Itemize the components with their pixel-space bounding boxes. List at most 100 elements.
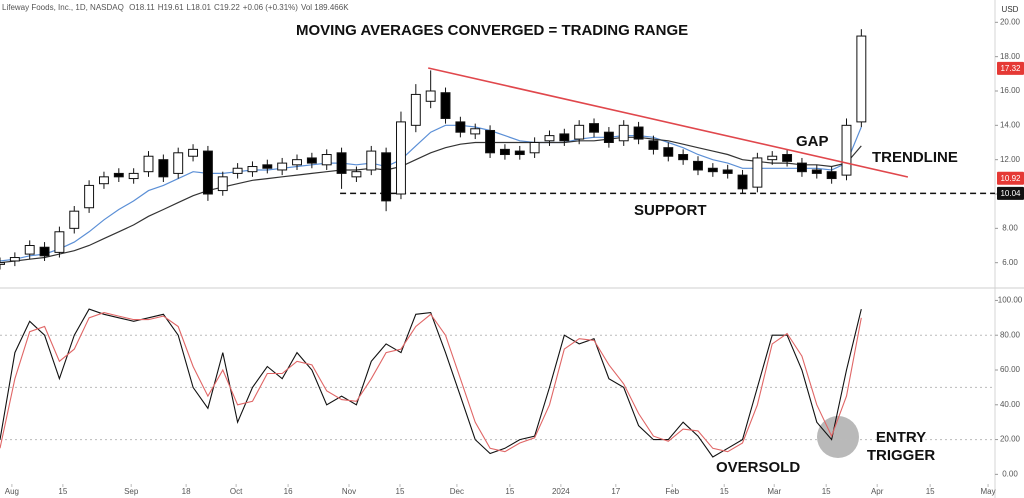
y-tick-label: 14.00 bbox=[1000, 120, 1021, 129]
candle-body bbox=[529, 142, 540, 154]
price-badge-label: 10.92 bbox=[1000, 174, 1021, 183]
x-tick-label: Nov bbox=[342, 487, 356, 496]
candle-body bbox=[752, 157, 763, 188]
candle-body bbox=[618, 124, 629, 142]
x-tick-label: Oct bbox=[230, 487, 243, 496]
trendline bbox=[428, 67, 909, 178]
candle-body bbox=[796, 162, 807, 173]
candle-body bbox=[841, 124, 852, 176]
y-tick-label: 12.00 bbox=[1000, 155, 1021, 164]
quote-item: Vol 189.466K bbox=[300, 3, 349, 12]
candle-body bbox=[9, 257, 20, 262]
candle-body bbox=[470, 128, 481, 135]
price-badge bbox=[997, 171, 1024, 185]
y-tick-label: 16.00 bbox=[1000, 86, 1021, 95]
candle-body bbox=[396, 121, 406, 195]
y-tick-label: 20.00 bbox=[1000, 435, 1021, 444]
x-tick-label: 17 bbox=[611, 487, 620, 496]
x-tick-label: Mar bbox=[767, 487, 781, 496]
candle-body bbox=[69, 210, 80, 229]
candle-body bbox=[247, 166, 258, 173]
candle-body bbox=[277, 162, 288, 171]
candle-body bbox=[782, 154, 793, 162]
annotation: MOVING AVERAGES CONVERGED = TRADING RANG… bbox=[296, 22, 689, 39]
candle-body bbox=[663, 147, 674, 157]
candle-body bbox=[425, 90, 436, 102]
x-tick-label: 15 bbox=[505, 487, 514, 496]
candle-body bbox=[321, 154, 332, 166]
candle-body bbox=[113, 172, 124, 178]
candle-body bbox=[648, 140, 659, 150]
currency: USD bbox=[1002, 5, 1019, 14]
y-tick-label: 18.00 bbox=[1000, 52, 1021, 61]
x-tick-label: 15 bbox=[822, 487, 831, 496]
entry-highlight bbox=[817, 416, 859, 458]
candle-body bbox=[158, 159, 169, 178]
y-tick-label: 8.00 bbox=[1002, 223, 1018, 232]
quote-item: L18.01 bbox=[186, 3, 211, 12]
x-tick-label: Feb bbox=[665, 487, 679, 496]
candle-body bbox=[485, 129, 496, 154]
x-tick-label: May bbox=[981, 487, 996, 496]
candle-body bbox=[499, 148, 510, 156]
y-tick-label: 6.00 bbox=[1002, 258, 1018, 267]
y-tick-label: 20.00 bbox=[1000, 17, 1021, 26]
quote-item: H19.61 bbox=[157, 3, 184, 12]
x-tick-label: 16 bbox=[284, 487, 293, 496]
candle-body bbox=[381, 152, 392, 202]
candle-body bbox=[633, 126, 644, 140]
y-tick-label: 40.00 bbox=[1000, 400, 1021, 409]
candle-body bbox=[603, 131, 614, 143]
candle-body bbox=[54, 231, 65, 253]
annotation: SUPPORT bbox=[634, 202, 707, 219]
candle-body bbox=[262, 164, 273, 169]
candle-body bbox=[99, 176, 109, 185]
quote-item: +0.06 (+0.31%) bbox=[242, 3, 298, 12]
candle-body bbox=[767, 155, 778, 161]
x-tick-label: Apr bbox=[871, 487, 884, 496]
x-tick-label: 15 bbox=[396, 487, 405, 496]
candle-body bbox=[143, 155, 154, 173]
candle-body bbox=[336, 152, 347, 174]
candle-body bbox=[39, 246, 50, 257]
candle-body bbox=[351, 171, 362, 178]
price-badge bbox=[997, 186, 1024, 200]
symbol: Lifeway Foods, Inc., 1D, NASDAQ bbox=[2, 3, 124, 12]
candle-body bbox=[410, 93, 421, 126]
quote-item: C19.22 bbox=[213, 3, 240, 12]
y-tick-label: 80.00 bbox=[1000, 330, 1021, 339]
candle-body bbox=[173, 152, 184, 174]
candle-body bbox=[514, 150, 525, 156]
candle-body bbox=[217, 176, 228, 192]
candle-body bbox=[292, 159, 302, 166]
candle-body bbox=[811, 169, 822, 174]
annotation: GAP bbox=[796, 133, 829, 150]
x-tick-label: Aug bbox=[5, 487, 19, 496]
x-tick-label: 15 bbox=[926, 487, 935, 496]
quote-item: O18.11 bbox=[129, 3, 155, 12]
candle-body bbox=[693, 160, 703, 171]
candle-body bbox=[826, 171, 837, 180]
candle-body bbox=[856, 35, 867, 123]
candle-body bbox=[574, 124, 585, 140]
price-badge-label: 10.04 bbox=[1000, 189, 1021, 198]
header: Lifeway Foods, Inc., 1D, NASDAQ O18.11 H1… bbox=[2, 3, 352, 12]
moving-average bbox=[0, 136, 862, 264]
candle-body bbox=[678, 154, 689, 161]
price-badge bbox=[997, 61, 1024, 75]
x-tick-label: 2024 bbox=[552, 487, 570, 496]
candle-body bbox=[722, 169, 733, 174]
y-tick-label: 0.00 bbox=[1002, 469, 1018, 478]
y-tick-label: 100.00 bbox=[998, 296, 1023, 305]
candle-body bbox=[202, 150, 213, 195]
candle-body bbox=[0, 262, 5, 265]
x-tick-label: Sep bbox=[124, 487, 139, 496]
candle-body bbox=[707, 167, 718, 173]
candle-body bbox=[455, 121, 466, 133]
candle-body bbox=[366, 150, 377, 171]
price-badge-label: 17.32 bbox=[1000, 64, 1021, 73]
x-tick-label: Dec bbox=[450, 487, 464, 496]
